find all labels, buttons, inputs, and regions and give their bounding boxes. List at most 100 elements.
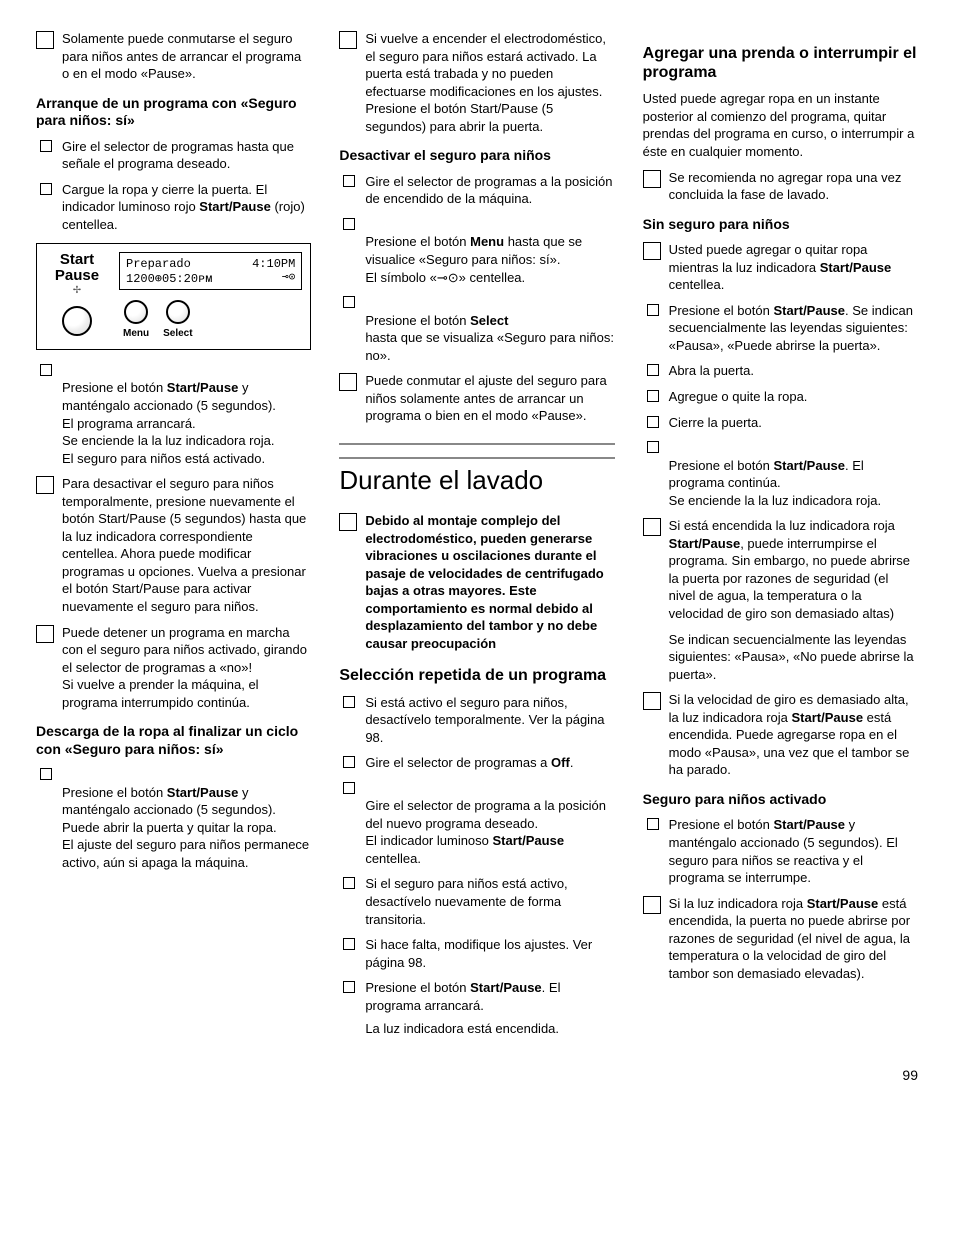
column-1: Solamente puede conmutarse el seguro par…: [36, 30, 311, 1046]
menu-button-diagram: Menu: [123, 300, 149, 341]
note-icon: [36, 476, 54, 494]
note-text: Para desactivar el seguro para niños tem…: [62, 475, 311, 615]
item-text: Abra la puerta.: [669, 362, 918, 380]
start-pause-button-icon: [62, 306, 92, 336]
note-icon: [339, 31, 357, 49]
checkbox-icon: [343, 296, 355, 308]
note-block: Usted puede agregar o quitar ropa mientr…: [643, 241, 918, 294]
list-item: Cierre la puerta.: [643, 414, 918, 432]
spin-icon: ✢: [45, 286, 109, 297]
item-text: Cargue la ropa y cierre la puerta. El in…: [62, 181, 311, 234]
note-block: Puede conmutar el ajuste del seguro para…: [339, 372, 614, 425]
heading-agregar: Agregar una prenda o interrumpir el prog…: [643, 44, 918, 82]
note-text: Se recomienda no agregar ropa una vez co…: [669, 169, 918, 204]
note-block: Puede detener un programa en marcha con …: [36, 624, 311, 712]
note-block: Se recomienda no agregar ropa una vez co…: [643, 169, 918, 204]
list-item: Si hace falta, modifique los ajustes. Ve…: [339, 936, 614, 971]
list-item: Gire el selector de programas a la posic…: [339, 173, 614, 208]
list-item: Presione el botón Start/Pause. Se indica…: [643, 302, 918, 355]
list-item: Presione el botón Select hasta que se vi…: [339, 294, 614, 364]
item-text: Presione el botón Start/Pause. El progra…: [669, 439, 918, 509]
note-block: Si la luz indicadora roja Start/Pause es…: [643, 895, 918, 983]
note-text: Si vuelve a encender el electrodoméstico…: [365, 30, 614, 135]
note-text: Debido al montaje complejo del electrodo…: [365, 512, 614, 652]
lcd-status: Preparado: [126, 257, 191, 272]
item-text: Presione el botón Start/Pause y manténga…: [62, 766, 311, 871]
checkbox-icon: [343, 877, 355, 889]
note-icon: [36, 31, 54, 49]
item-text: Presione el botón Menu hasta que se visu…: [365, 216, 614, 286]
item-text: Gire el selector de programas hasta que …: [62, 138, 311, 173]
panel-right: Preparado 4:10PM 1200⊕05:20ᴘᴍ ⊸⊙ Menu: [119, 252, 302, 341]
note-block: Solamente puede conmutarse el seguro par…: [36, 30, 311, 83]
note-icon: [339, 373, 357, 391]
lcd-prog: 1200⊕05:20ᴘᴍ: [126, 272, 212, 287]
note-icon: [643, 170, 661, 188]
item-text: Cierre la puerta.: [669, 414, 918, 432]
page-number: 99: [36, 1066, 918, 1085]
item-text: Agregue o quite la ropa.: [669, 388, 918, 406]
note-block: Si vuelve a encender el electrodoméstico…: [339, 30, 614, 135]
note-text: Si está encendida la luz indicadora roja…: [669, 517, 918, 683]
list-item: Cargue la ropa y cierre la puerta. El in…: [36, 181, 311, 234]
note-icon: [339, 513, 357, 531]
checkbox-icon: [343, 696, 355, 708]
note-block: Para desactivar el seguro para niños tem…: [36, 475, 311, 615]
note-tail: Se indican secuencialmente las leyendas …: [669, 631, 918, 684]
section-divider: [339, 443, 614, 447]
pause-label: Pause: [45, 268, 109, 284]
column-2: Si vuelve a encender el electrodoméstico…: [339, 30, 614, 1046]
checkbox-icon: [647, 304, 659, 316]
note-text: Puede conmutar el ajuste del seguro para…: [365, 372, 614, 425]
note-icon: [643, 692, 661, 710]
checkbox-icon: [343, 218, 355, 230]
lcd-display: Preparado 4:10PM 1200⊕05:20ᴘᴍ ⊸⊙: [119, 252, 302, 290]
checkbox-icon: [647, 818, 659, 830]
list-item: Si está activo el seguro para niños, des…: [339, 694, 614, 747]
button-icon: [124, 300, 148, 324]
checkbox-icon: [343, 756, 355, 768]
note-block: Si está encendida la luz indicadora roja…: [643, 517, 918, 683]
item-text: Gire el selector de programa a la posici…: [365, 780, 614, 868]
checkbox-icon: [647, 390, 659, 402]
control-panel-diagram: Start Pause ✢ Preparado 4:10PM 1200⊕05:2…: [36, 243, 311, 350]
note-text: Solamente puede conmutarse el seguro par…: [62, 30, 311, 83]
item-text: Presione el botón Select hasta que se vi…: [365, 294, 614, 364]
note-icon: [36, 625, 54, 643]
list-item: Presione el botón Start/Pause y manténga…: [36, 766, 311, 871]
list-item: Gire el selector de programas hasta que …: [36, 138, 311, 173]
checkbox-icon: [343, 782, 355, 794]
list-item: Presione el botón Start/Pause. El progra…: [339, 979, 614, 1038]
item-text: Gire el selector de programas a Off.: [365, 754, 614, 772]
note-text: Si la luz indicadora roja Start/Pause es…: [669, 895, 918, 983]
note-icon: [643, 896, 661, 914]
start-label: Start: [45, 252, 109, 268]
heading-desactivar: Desactivar el seguro para niños: [339, 147, 614, 165]
item-text: Si el seguro para niños está activo, des…: [365, 875, 614, 928]
note-block: Debido al montaje complejo del electrodo…: [339, 512, 614, 652]
list-item: Presione el botón Start/Pause y manténga…: [643, 816, 918, 886]
list-item: Si el seguro para niños está activo, des…: [339, 875, 614, 928]
checkbox-icon: [647, 416, 659, 428]
note-icon: [643, 242, 661, 260]
heading-sin-seguro: Sin seguro para niños: [643, 216, 918, 234]
note-text: Si la velocidad de giro es demasiado alt…: [669, 691, 918, 779]
list-item: Abra la puerta.: [643, 362, 918, 380]
item-tail: La luz indicadora está encendida.: [365, 1020, 614, 1038]
small-buttons: Menu Select: [119, 300, 302, 341]
item-text: Si hace falta, modifique los ajustes. Ve…: [365, 936, 614, 971]
panel-left: Start Pause ✢: [45, 252, 109, 341]
note-text: Usted puede agregar o quitar ropa mientr…: [669, 241, 918, 294]
list-item: Gire el selector de programas a Off.: [339, 754, 614, 772]
note-text: Puede detener un programa en marcha con …: [62, 624, 311, 712]
item-text: Presione el botón Start/Pause. El progra…: [365, 979, 614, 1038]
heading-durante-lavado: Durante el lavado: [339, 457, 614, 498]
list-item: Presione el botón Start/Pause. El progra…: [643, 439, 918, 509]
checkbox-icon: [40, 183, 52, 195]
item-text: Presione el botón Start/Pause y manténga…: [62, 362, 311, 467]
checkbox-icon: [343, 938, 355, 950]
checkbox-icon: [40, 140, 52, 152]
checkbox-icon: [343, 981, 355, 993]
lcd-time: 4:10PM: [252, 257, 295, 272]
heading-descarga: Descarga de la ropa al finalizar un cicl…: [36, 723, 311, 758]
